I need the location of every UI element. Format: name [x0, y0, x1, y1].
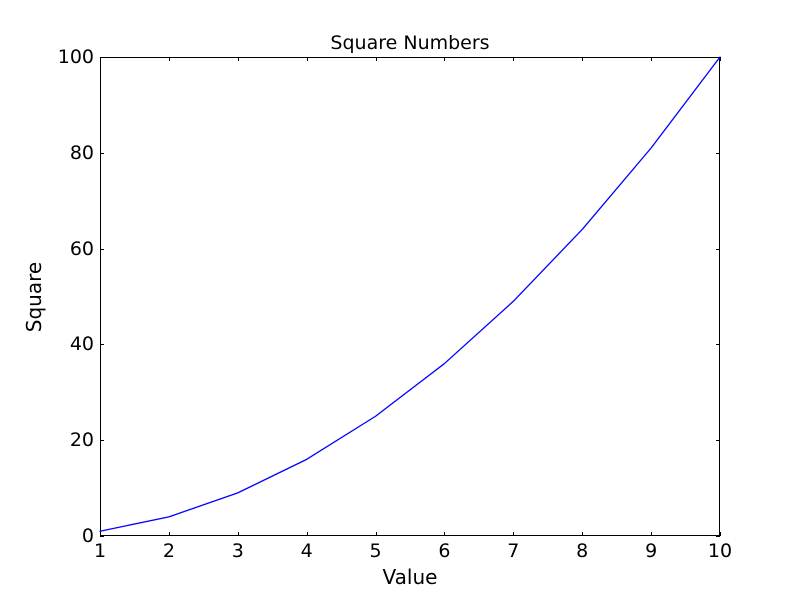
- y-tick-label: 80: [69, 141, 94, 164]
- y-tick-label: 100: [57, 46, 94, 68]
- y-tick-label: 40: [69, 333, 94, 356]
- x-tick-label: 5: [369, 540, 382, 562]
- x-tick-label: 2: [162, 540, 175, 562]
- x-tick-label: 9: [645, 540, 658, 562]
- squares-line: [99, 56, 721, 532]
- x-tick-label: 8: [576, 540, 589, 562]
- y-tick-label: 20: [69, 429, 94, 452]
- x-tick-label: 6: [438, 540, 451, 562]
- x-tick-label: 10: [707, 540, 733, 562]
- x-tick-label: 4: [300, 540, 313, 562]
- x-axis-label: Value: [382, 565, 438, 589]
- axes-frame: [100, 57, 720, 536]
- chart-title: Square Numbers: [330, 32, 490, 54]
- y-tick-label: 60: [69, 237, 94, 260]
- y-tick-label: 0: [81, 525, 94, 547]
- x-tick-label: 1: [93, 540, 107, 562]
- x-tick-label: 3: [231, 540, 244, 562]
- x-tick-label: 7: [507, 540, 520, 562]
